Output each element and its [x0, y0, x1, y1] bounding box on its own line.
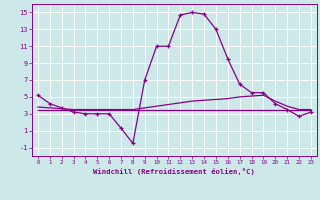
X-axis label: Windchill (Refroidissement éolien,°C): Windchill (Refroidissement éolien,°C) — [93, 168, 255, 175]
